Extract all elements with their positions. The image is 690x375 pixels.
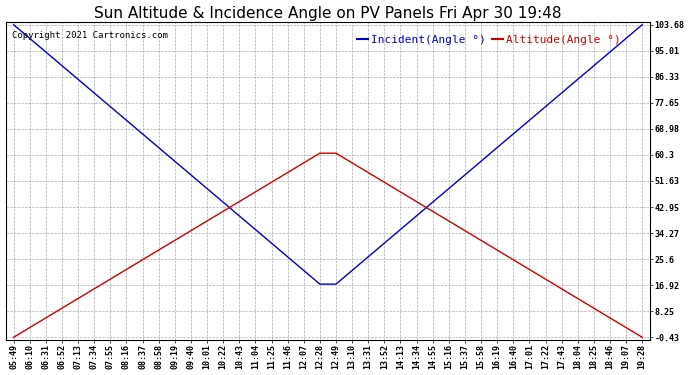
Legend: Incident(Angle °), Altitude(Angle °): Incident(Angle °), Altitude(Angle °) <box>353 30 625 50</box>
Title: Sun Altitude & Incidence Angle on PV Panels Fri Apr 30 19:48: Sun Altitude & Incidence Angle on PV Pan… <box>94 6 562 21</box>
Text: Copyright 2021 Cartronics.com: Copyright 2021 Cartronics.com <box>12 31 168 40</box>
